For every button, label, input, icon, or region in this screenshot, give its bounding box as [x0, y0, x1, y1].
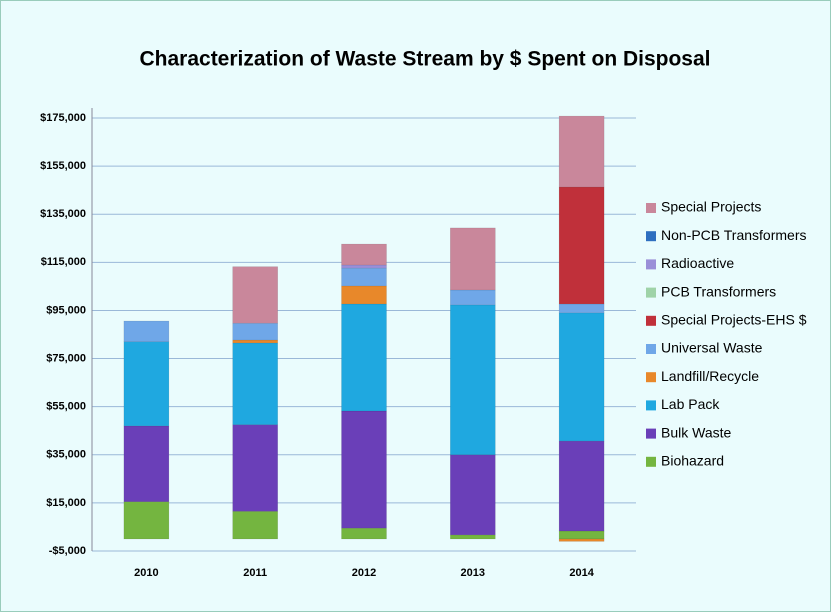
legend-swatch: [646, 372, 656, 383]
legend-swatch: [646, 315, 656, 326]
y-tick-label: $115,000: [41, 256, 86, 268]
bar-segment: [232, 266, 278, 324]
legend-label: Universal Waste: [661, 340, 763, 356]
x-tick-label: 2014: [569, 567, 594, 579]
x-tick-label: 2010: [134, 567, 158, 579]
legend-swatch: [646, 259, 656, 270]
y-tick-label: $175,000: [40, 112, 86, 124]
legend-swatch: [646, 203, 656, 213]
bar-segment: [341, 267, 387, 287]
chart-title: Characterization of Waste Stream by $ Sp…: [139, 48, 710, 71]
y-tick-label: $75,000: [46, 352, 86, 364]
legend-swatch: [646, 456, 656, 467]
bar-segment: [450, 304, 496, 456]
bar-segment: [558, 115, 605, 188]
bar-segment: [341, 285, 387, 305]
legend-label: PCB Transformers: [661, 283, 776, 299]
y-tick-label: $135,000: [40, 208, 86, 220]
bar-segment: [558, 538, 605, 542]
legend-label: Biohazard: [661, 453, 724, 469]
legend-swatch: [646, 287, 656, 298]
x-tick-label: 2012: [352, 567, 376, 579]
legend-label: Bulk Waste: [661, 424, 731, 440]
legend-swatch: [646, 344, 656, 354]
bar-segment: [232, 322, 278, 341]
y-tick-label: $155,000: [40, 160, 86, 172]
bar-segment: [123, 501, 170, 540]
bar-segment: [232, 424, 278, 512]
x-tick-label: 2013: [461, 567, 485, 579]
legend-label: Non-PCB Transformers: [661, 227, 806, 243]
y-tick-label: -$5,000: [49, 545, 86, 557]
bar-segment: [341, 264, 387, 269]
legend-label: Special Projects: [661, 199, 761, 215]
y-tick-label: $95,000: [46, 304, 86, 316]
bar-segment: [558, 530, 605, 540]
y-tick-label: $35,000: [46, 449, 86, 461]
bar-segment: [558, 186, 605, 305]
bar-segment: [232, 339, 278, 344]
bar-segment: [450, 289, 496, 306]
legend-label: Landfill/Recycle: [661, 368, 759, 384]
bar-segment: [341, 243, 387, 266]
bar-segment: [341, 410, 387, 529]
bar-segment: [341, 303, 387, 412]
y-tick-label: $15,000: [46, 497, 86, 509]
bar-segment: [341, 527, 387, 540]
bar-segment: [232, 342, 278, 425]
legend-label: Lab Pack: [661, 396, 720, 412]
bar-segment: [450, 534, 496, 540]
bar-segment: [123, 320, 170, 342]
legend-swatch: [646, 231, 656, 242]
y-tick-label: $55,000: [46, 401, 86, 413]
bar-segment: [123, 425, 170, 502]
bar-segment: [450, 227, 496, 291]
legend-swatch: [646, 428, 656, 439]
x-tick-label: 2011: [243, 567, 267, 579]
legend-label: Radioactive: [661, 255, 734, 271]
bar-segment: [558, 440, 605, 532]
bar-segment: [123, 341, 170, 427]
bar-segment: [558, 303, 605, 314]
bar-segment: [232, 511, 278, 540]
legend-label: Special Projects-EHS $: [661, 312, 807, 328]
bar-segment: [450, 454, 496, 536]
legend-swatch: [646, 400, 656, 411]
bar-segment: [558, 312, 605, 442]
